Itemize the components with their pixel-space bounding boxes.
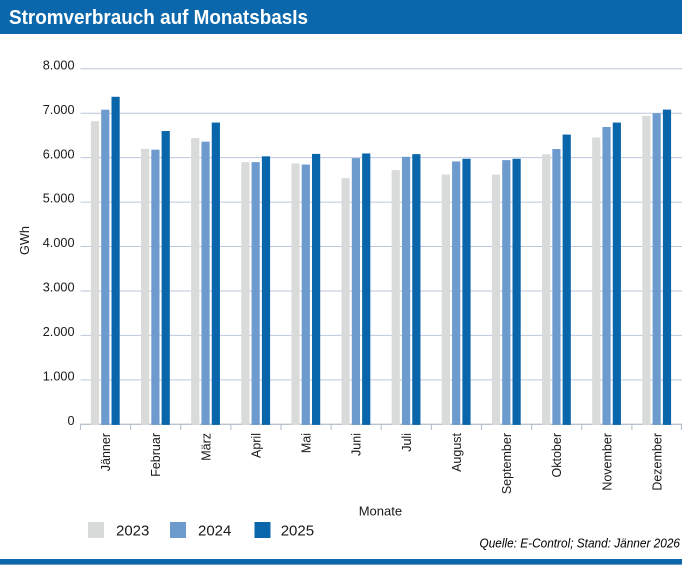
svg-text:Jänner: Jänner [99,433,113,471]
svg-text:2023: 2023 [116,523,149,540]
svg-text:Februar: Februar [149,433,163,477]
svg-text:2024: 2024 [198,523,231,540]
svg-text:7.000: 7.000 [43,103,75,117]
svg-text:Mai: Mai [300,433,314,453]
svg-text:August: August [450,432,464,471]
svg-text:Juli: Juli [400,433,414,452]
svg-text:3.000: 3.000 [43,281,75,295]
svg-text:April: April [249,433,263,458]
svg-text:4.000: 4.000 [43,236,75,250]
svg-text:März: März [199,433,213,461]
svg-text:Juni: Juni [350,433,364,456]
svg-text:September: September [500,433,514,494]
svg-text:Quelle: E-Control; Stand: Jänn: Quelle: E-Control; Stand: Jänner 2026 [480,537,681,551]
svg-text:GWh: GWh [18,226,32,255]
svg-text:2.000: 2.000 [43,325,75,339]
svg-text:Stromverbrauch auf MonatsbasIs: Stromverbrauch auf MonatsbasIs [9,6,308,29]
svg-text:8.000: 8.000 [43,58,75,72]
svg-text:November: November [600,433,614,491]
svg-text:Monate: Monate [359,504,402,519]
svg-text:Dezember: Dezember [650,433,664,491]
svg-text:5.000: 5.000 [43,192,75,206]
svg-text:6.000: 6.000 [43,147,75,161]
svg-text:2025: 2025 [281,523,314,540]
svg-text:1.000: 1.000 [43,369,75,383]
svg-text:Oktober: Oktober [550,433,564,477]
svg-text:0: 0 [67,414,74,428]
